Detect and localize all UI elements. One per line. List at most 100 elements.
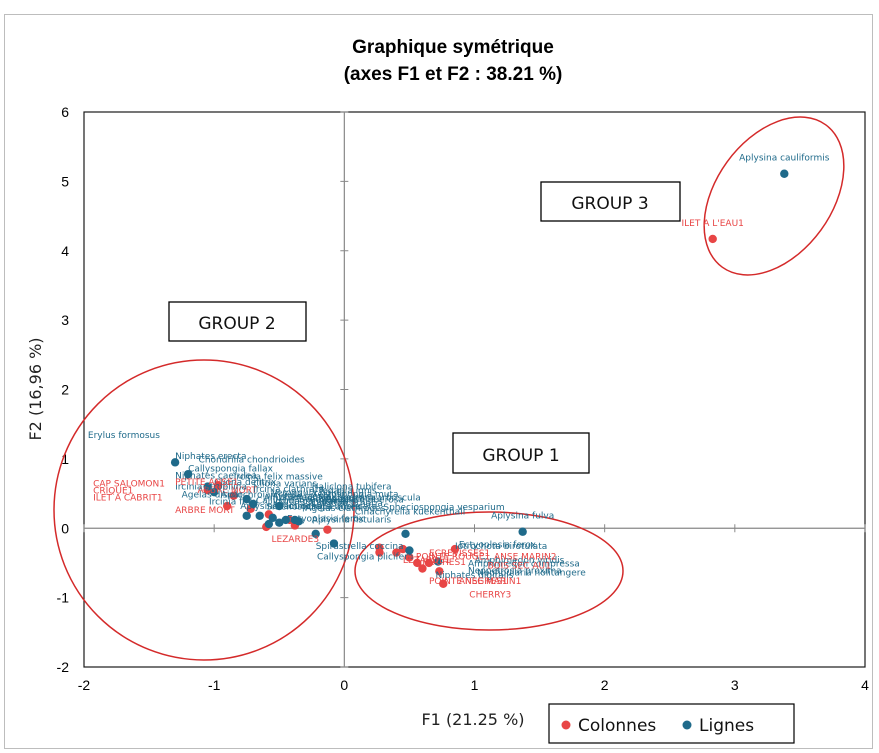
x-tick-label: 2: [601, 677, 609, 693]
lignes-point: [780, 169, 789, 178]
colonnes-point: [708, 234, 717, 244]
lignes-point: [329, 539, 339, 548]
overlap-label: Ircinia felix: [209, 498, 259, 508]
group1-ellipse: [354, 511, 624, 631]
colonnes-point: [323, 525, 332, 534]
colonnes-point: [439, 579, 448, 588]
colonnes-point: [413, 558, 422, 568]
overlap-label: Ircinia clathrata: [253, 485, 324, 495]
x-tick-label: 1: [471, 677, 479, 693]
colonnes-point: [229, 491, 238, 500]
lignes-point: [401, 529, 410, 538]
colonnes-point: [222, 501, 232, 511]
overlap-label: ECREVISSES1: [429, 549, 490, 559]
lignes-point: [242, 511, 251, 520]
overlap-label: LEZARDE3: [271, 535, 319, 545]
y-axis-label: F2 (16,96 %): [26, 337, 45, 440]
point-label: ILET A L'EAU1: [682, 219, 744, 229]
lignes-point: [268, 513, 277, 523]
y-tick-label: 5: [61, 173, 69, 189]
overlap-label: Dysidea etheria: [312, 499, 383, 509]
overlap-label: Geodia gibberosa: [325, 496, 404, 506]
colonnes-point: [405, 553, 414, 562]
overlap-label: Cliona varians: [253, 480, 317, 490]
group1-label: GROUP 1: [482, 446, 559, 466]
group-ellipses: [53, 116, 845, 661]
colonnes-point: [424, 558, 434, 568]
axis-ticks: -2 -1 0 1 2 3 4 -2 -1 0 1 2 3 4 5 6: [57, 104, 870, 693]
group3-ellipse: [703, 116, 845, 276]
overlap-label: Cinachyrella kuekenthali: [355, 507, 465, 517]
overlap-label: Spheciospongia vesparium: [383, 503, 504, 513]
colonnes-point: [398, 544, 408, 554]
x-tick-label: -1: [208, 677, 221, 693]
overlap-label: Amphimedon viridis: [475, 556, 565, 566]
overlap-label: POINTE NEGRES1: [429, 577, 508, 587]
group3-label: GROUP 3: [571, 194, 648, 214]
overlap-label: Callyspongia plicifera: [317, 552, 413, 562]
overlap-label: Haliclona tubifera: [312, 482, 392, 492]
overlap-label: Agelas clathrodes: [305, 504, 385, 514]
overlap-label: BOIS SEC AU1: [488, 561, 551, 571]
overlap-label: Erylus formosus: [88, 431, 160, 441]
point-label: ARBRE MORT: [198, 486, 258, 496]
overlap-label: POINTE ROUGE1: [416, 552, 490, 562]
overlap-label: Tedania ignis: [317, 487, 377, 497]
y-tick-label: 0: [61, 520, 69, 536]
overlap-label: Ircinia campana: [273, 497, 345, 507]
overlap-label: Niphates digitalis: [435, 571, 513, 581]
y-tick-label: -2: [57, 659, 70, 675]
y-tick-label: 2: [61, 382, 69, 398]
overlap-label: Ircinia felix massive: [234, 473, 324, 483]
overlap-label: Neopetrosia proxima: [468, 566, 562, 576]
lignes-point: [281, 515, 290, 525]
lignes-point: [183, 469, 193, 479]
lignes-point: [264, 519, 274, 529]
overlap-label: Verongula rigida: [271, 489, 345, 499]
overlap-label: ILET A CABRIT1: [93, 494, 162, 504]
colonnes-point: [418, 564, 427, 573]
lignes-point: [275, 501, 284, 511]
chart-title: Graphique symétrique: [352, 37, 554, 58]
x-axis-label: F1 (21.25 %): [421, 710, 524, 729]
lignes-point: [209, 487, 219, 497]
overlap-label: ARBRE MORT: [175, 506, 235, 516]
legend-marker-lignes: [682, 720, 692, 730]
legend-marker-colonnes: [561, 720, 571, 730]
overlap-label: Iotrochota birotulata: [455, 542, 547, 552]
lignes-point: [249, 499, 258, 509]
y-tick-label: 3: [61, 312, 69, 328]
overlap-label: PETITE ANSE1: [175, 478, 238, 488]
overlap-label: LEZARDE1: [403, 556, 451, 566]
data-points: [170, 169, 789, 588]
overlap-label: Svenzea zeai: [299, 495, 358, 505]
overlap-label: CAP SALOMON1: [93, 480, 165, 490]
colonnes-point: [392, 548, 401, 557]
overlap-label: CRIQUE1: [93, 487, 133, 497]
overlap-label: Ectyoplasia ferox: [287, 514, 365, 524]
overlap-label: Xestospongia muta: [312, 490, 399, 500]
point-label: Aplysina cauliformis: [739, 154, 830, 164]
group3-box: GROUP 3: [540, 181, 681, 222]
x-tick-label: 4: [861, 677, 869, 693]
plot-area: [83, 111, 866, 668]
lignes-point: [405, 546, 414, 555]
legend-label-lignes: Lignes: [699, 716, 754, 736]
lignes-point: [518, 527, 527, 536]
x-tick-label: -2: [78, 677, 91, 693]
legend: Colonnes Lignes: [548, 703, 795, 744]
overlap-label: Callyspongia fallax: [188, 464, 274, 474]
overlap-label: CHERRY3: [469, 591, 511, 601]
overlap-label: Agelas dispar: [182, 491, 243, 501]
overlap-label: Ectyoplasia ferox: [459, 541, 537, 551]
overlap-label: Aplysina fistularis: [312, 516, 392, 526]
overlap-label: Niphates erecta: [175, 452, 246, 462]
colonnes-point: [375, 548, 384, 557]
overlap-label: Niphates caerulea: [175, 471, 257, 481]
overlap-label: Neofibularia nolitangere: [477, 568, 586, 578]
y-tick-label: 1: [61, 451, 69, 467]
lignes-point: [242, 494, 251, 504]
overlap-label: ROCHES1: [422, 558, 466, 568]
overlap-label: Monanchora arbuscula: [318, 494, 420, 504]
overlap-label: Spirastrella coccina: [316, 542, 404, 552]
